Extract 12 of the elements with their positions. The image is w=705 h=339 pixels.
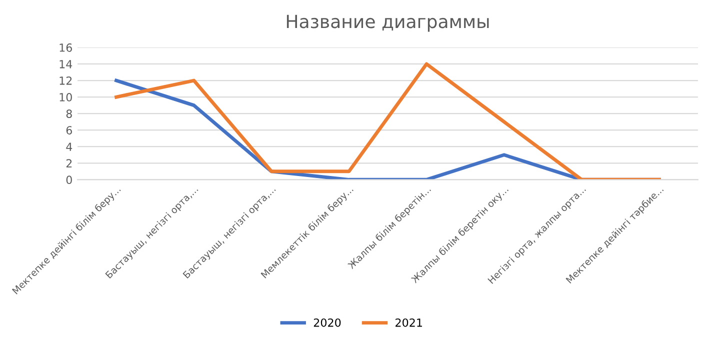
- y-tick-label: 16: [60, 43, 72, 52]
- y-tick-label: 12: [60, 76, 72, 85]
- y-tick-label: 10: [60, 93, 72, 102]
- y-tick-label: 14: [60, 60, 72, 68]
- y-tick-label: 6: [66, 126, 72, 134]
- chart-title: Название диаграммы: [286, 14, 489, 32]
- legend-label: 2020: [314, 318, 341, 327]
- y-tick-label: 0: [66, 176, 72, 184]
- y-tick-label: 2: [66, 159, 72, 168]
- y-tick-label: 8: [66, 110, 72, 118]
- y-tick-label: 4: [66, 142, 72, 151]
- legend-label: 2021: [396, 318, 422, 327]
